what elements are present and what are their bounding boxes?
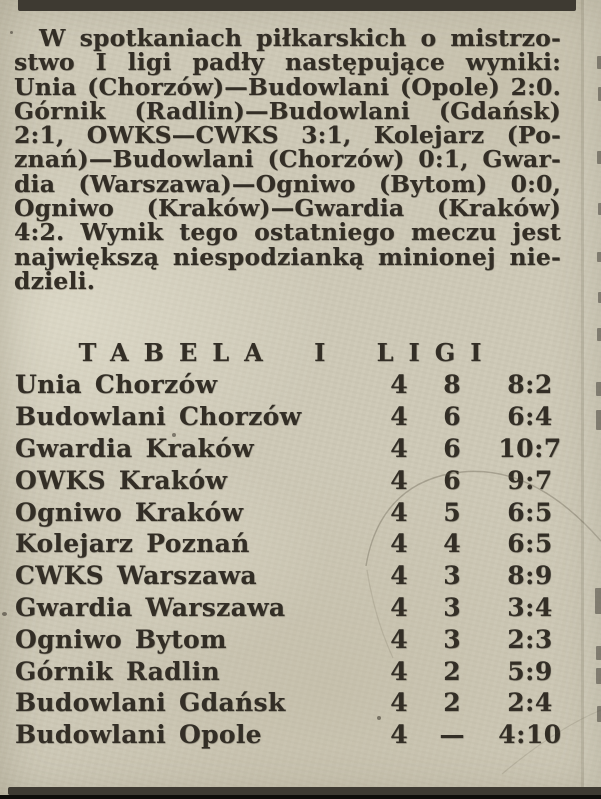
games-played: 4 [390, 433, 408, 463]
article-line: Unia (Chorzów)—Budowlani (Opole) 2:0. [14, 72, 561, 101]
table-row: Budowlani Chorzów 4 6 6:4 [14, 401, 585, 433]
points: — [439, 720, 465, 750]
games-played: 4 [390, 529, 408, 559]
points: 6 [443, 465, 461, 495]
table-row: Ogniwo Bytom 4 3 2:3 [14, 623, 585, 655]
team-name: Gwardia Kraków [15, 433, 254, 463]
article-line: W spotkaniach piłkarskich o mistrzo- [39, 24, 561, 52]
points: 3 [443, 561, 461, 591]
games-played: 4 [390, 497, 408, 527]
team-name: Ogniwo Bytom [15, 624, 227, 654]
table-row: CWKS Warszawa 4 3 8:9 [14, 560, 585, 592]
article-line: dzieli. [14, 266, 96, 295]
article-line: dia (Warszawa)—Ogniwo (Bytom) 0:0, [14, 169, 561, 198]
table-row: Budowlani Opole 4 — 4:10 [14, 719, 585, 751]
games-played: 4 [390, 465, 408, 495]
table-row: Unia Chorzów 4 8 8:2 [14, 369, 585, 401]
goal-ratio: 2:3 [507, 624, 553, 654]
games-played: 4 [390, 688, 408, 718]
points: 5 [443, 497, 461, 527]
team-name: Budowlani Chorzów [15, 402, 302, 432]
bottom-edge-shadow [0, 795, 601, 799]
team-name: Budowlani Gdańsk [15, 688, 286, 718]
article-line: 4:2. Wynik tego ostatniego meczu jest [14, 218, 561, 247]
team-name: Gwardia Warszawa [15, 592, 286, 622]
goal-ratio: 8:2 [507, 370, 553, 400]
article-line: stwo I ligi padły następujące wyniki: [14, 48, 561, 77]
points: 6 [443, 402, 461, 432]
goal-ratio: 3:4 [507, 592, 553, 622]
team-name: Górnik Radlin [15, 656, 220, 686]
goal-ratio: 10:7 [498, 433, 562, 463]
goal-ratio: 4:10 [498, 720, 562, 750]
points: 4 [443, 529, 461, 559]
games-played: 4 [390, 624, 408, 654]
team-name: CWKS Warszawa [15, 561, 257, 591]
table-row: Gwardia Warszawa 4 3 3:4 [14, 592, 585, 624]
team-name: Budowlani Opole [15, 720, 262, 750]
games-played: 4 [390, 370, 408, 400]
points: 3 [443, 592, 461, 622]
article-line: 2:1, OWKS—CWKS 3:1, Kolejarz (Po- [14, 121, 561, 150]
table-row: OWKS Kraków 4 6 9:7 [14, 464, 585, 496]
games-played: 4 [390, 561, 408, 591]
points: 3 [443, 624, 461, 654]
points: 6 [443, 433, 461, 463]
points: 2 [443, 688, 461, 718]
goal-ratio: 5:9 [507, 656, 553, 686]
team-name: Ogniwo Kraków [15, 497, 244, 527]
games-played: 4 [390, 592, 408, 622]
team-name: Kolejarz Poznań [15, 529, 250, 559]
article-paragraph: W spotkaniach piłkarskich o mistrzo- stw… [14, 24, 561, 295]
table-row: Górnik Radlin 4 2 5:9 [14, 655, 585, 687]
league-table-title: TABELA I LIGI [78, 338, 497, 367]
goal-ratio: 6:5 [507, 497, 553, 527]
points: 2 [443, 656, 461, 686]
team-name: Unia Chorzów [15, 370, 218, 400]
table-row: Budowlani Gdańsk 4 2 2:4 [14, 687, 585, 719]
goal-ratio: 2:4 [507, 688, 553, 718]
goal-ratio: 8:9 [507, 561, 553, 591]
article-line: największą niespodzianką minionej nie- [14, 242, 561, 271]
article-line: Górnik (Radlin)—Budowlani (Gdańsk) [14, 96, 561, 125]
table-row: Ogniwo Kraków 4 5 6:5 [14, 496, 585, 528]
games-played: 4 [390, 402, 408, 432]
column-fold-line [581, 0, 584, 799]
team-name: OWKS Kraków [15, 465, 228, 495]
table-row: Kolejarz Poznań 4 4 6:5 [14, 528, 585, 560]
bottom-divider-rule [8, 787, 601, 795]
top-divider-rule [18, 0, 576, 11]
goal-ratio: 6:5 [507, 529, 553, 559]
goal-ratio: 9:7 [507, 465, 553, 495]
article-line: Ogniwo (Kraków)—Gwardia (Kraków) [14, 194, 561, 223]
games-played: 4 [390, 656, 408, 686]
article-line: znań)—Budowlani (Chorzów) 0:1, Gwar- [14, 145, 561, 174]
league-table: Unia Chorzów 4 8 8:2 Budowlani Chorzów 4… [14, 369, 585, 751]
points: 8 [443, 370, 461, 400]
column-fold-highlight [584, 0, 601, 799]
table-row: Gwardia Kraków 4 6 10:7 [14, 433, 585, 465]
goal-ratio: 6:4 [507, 402, 553, 432]
games-played: 4 [390, 720, 408, 750]
